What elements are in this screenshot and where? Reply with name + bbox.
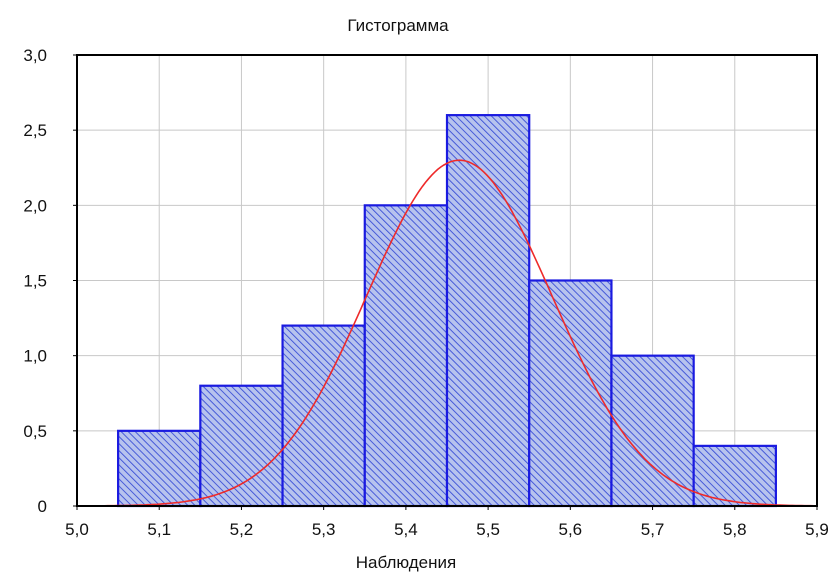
histogram-bar (692, 444, 777, 508)
x-tick-label: 5,7 (641, 520, 665, 539)
histogram-bar (445, 114, 531, 508)
normal-fit-curve (77, 159, 817, 506)
y-tick-label: 1,0 (23, 347, 47, 366)
histogram-bar (610, 354, 695, 508)
y-tick-label: 3,0 (23, 46, 47, 65)
y-axis-ticks: 0 0,5 1,0 1,5 2,0 2,5 3,0 (23, 46, 77, 516)
x-tick-label: 5,8 (723, 520, 747, 539)
x-axis-title: Наблюдения (356, 553, 456, 572)
histogram-bar (199, 384, 284, 508)
x-tick-label: 5,5 (476, 520, 500, 539)
chart-title: Гистограмма (347, 16, 449, 35)
x-tick-label: 5,2 (230, 520, 254, 539)
y-tick-label: 2,5 (23, 121, 47, 140)
x-tick-label: 5,3 (312, 520, 336, 539)
histogram-bar (117, 429, 202, 508)
y-tick-label: 0 (38, 497, 47, 516)
histogram-bars (117, 114, 777, 508)
x-tick-label: 5,4 (394, 520, 418, 539)
histogram-bar (363, 204, 449, 508)
x-tick-label: 5,6 (559, 520, 583, 539)
x-tick-label: 5,0 (65, 520, 89, 539)
x-tick-label: 5,1 (147, 520, 171, 539)
histogram-bar (281, 324, 366, 508)
normal-fit-curve-group (77, 159, 817, 506)
y-tick-label: 0,5 (23, 422, 47, 441)
y-tick-label: 1,5 (23, 272, 47, 291)
x-tick-label: 5,9 (805, 520, 829, 539)
x-axis-ticks: 5,0 5,1 5,2 5,3 5,4 5,5 5,6 5,7 5,8 5,9 (65, 506, 829, 539)
y-tick-label: 2,0 (23, 196, 47, 215)
